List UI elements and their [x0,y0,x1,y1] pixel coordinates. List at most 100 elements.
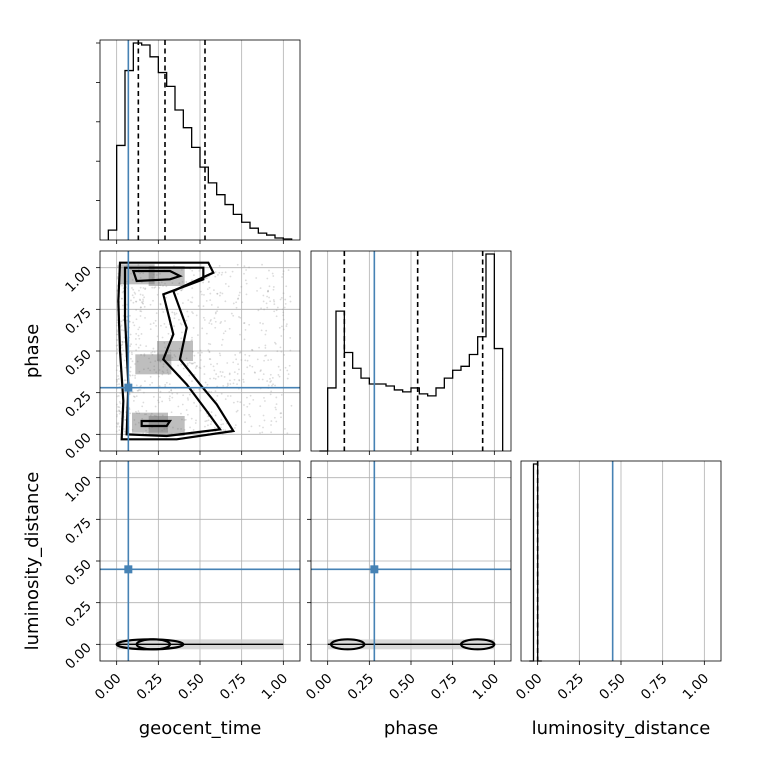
scatter-point [132,321,135,324]
scatter-point [155,371,158,374]
scatter-point [189,301,192,303]
scatter-point [176,292,179,295]
scatter-point [171,282,174,284]
histogram-geocent_time [107,42,293,240]
scatter-point [203,319,206,321]
scatter-point [133,291,136,294]
scatter-point [145,429,147,432]
scatter-point [115,403,118,406]
scatter-point [207,419,210,422]
scatter-point [243,413,246,416]
scatter-point [289,300,292,303]
scatter-point [160,324,162,327]
scatter-point [191,279,193,282]
scatter-point [192,429,195,431]
scatter-point [121,297,123,300]
scatter-point [178,282,181,285]
scatter-point [275,408,277,411]
scatter-point [118,425,121,428]
scatter-point [131,278,134,281]
scatter-point [210,304,213,306]
scatter-point [180,289,183,292]
scatter-point [236,400,239,403]
panel-geocent_time-geocent_time [96,39,301,244]
scatter-point [178,282,181,285]
scatter-point [240,359,243,361]
scatter-point [270,424,272,426]
scatter-point [272,288,275,291]
scatter-point [237,298,239,300]
scatter-point [135,332,138,335]
scatter-point [116,351,119,354]
scatter-point [232,361,235,364]
x-tick-label: 0.75 [638,671,671,704]
scatter-point [190,417,193,420]
scatter-point [208,358,211,360]
scatter-point [121,341,124,343]
scatter-point [248,402,251,405]
scatter-point [263,359,265,362]
x-axis-label-phase: phase [384,718,438,739]
x-tick-label: 1.00 [259,671,292,704]
scatter-point [115,430,118,433]
scatter-point [120,297,123,300]
scatter-point [266,380,269,382]
scatter-point [275,315,278,318]
scatter-point [128,393,131,395]
scatter-point [224,271,227,274]
scatter-point [221,292,224,295]
scatter-point [151,277,154,280]
truth-marker [124,565,133,574]
scatter-point [191,336,193,339]
scatter-point [158,369,161,371]
scatter-point [115,422,118,425]
scatter-point [233,371,236,374]
scatter-point [145,413,148,416]
scatter-point [279,346,282,349]
scatter-point [275,403,278,406]
scatter-point [149,375,152,378]
scatter-point [185,281,188,283]
scatter-point [244,279,247,282]
scatter-point [142,302,144,305]
scatter-point [164,282,166,285]
scatter-point [118,383,120,385]
scatter-point [135,308,138,311]
scatter-point [180,337,183,340]
scatter-point [188,361,191,364]
scatter-point [279,369,282,371]
scatter-point [280,296,283,299]
scatter-point [168,383,171,386]
scatter-point [157,399,159,402]
scatter-point [270,431,272,434]
scatter-point [168,399,171,402]
scatter-point [170,411,173,414]
scatter-point [135,300,138,303]
scatter-point [193,274,195,277]
scatter-point [243,322,246,324]
scatter-point [227,395,229,397]
scatter-point [173,354,176,356]
scatter-point [161,336,164,339]
scatter-point [121,343,124,346]
scatter-point [182,394,185,397]
scatter-point [180,412,182,415]
scatter-point [115,338,118,341]
scatter-point [137,334,140,337]
scatter-point [207,281,210,284]
x-tick-label: 0.00 [513,671,546,704]
scatter-point [287,373,290,375]
scatter-point [149,361,152,364]
scatter-point [174,355,177,358]
scatter-point [115,415,118,418]
scatter-point [215,373,218,375]
y-tick-label: 0.75 [62,305,95,338]
scatter-point [218,271,221,274]
scatter-point [123,430,126,433]
scatter-point [157,359,160,361]
scatter-point [142,300,145,303]
scatter-point [168,391,171,393]
scatter-point [281,308,284,311]
scatter-point [251,349,254,352]
